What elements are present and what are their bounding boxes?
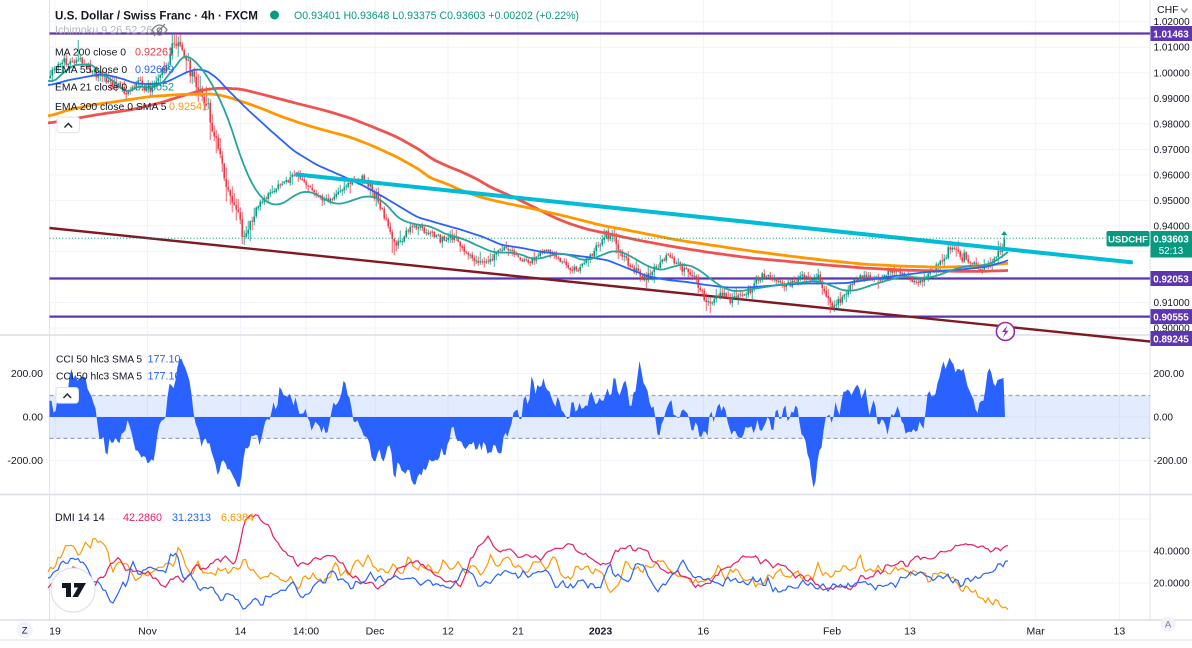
svg-text:19: 19 <box>49 626 61 638</box>
svg-text:2023: 2023 <box>589 626 613 638</box>
svg-text:20.0000: 20.0000 <box>1154 579 1191 590</box>
svg-text:O0.93401 H0.93648 L0.93375 C0.: O0.93401 H0.93648 L0.93375 C0.93603 +0.0… <box>294 10 579 22</box>
svg-text:Dec: Dec <box>366 626 385 638</box>
svg-text:Nov: Nov <box>138 626 157 638</box>
svg-text:6.6384: 6.6384 <box>221 512 254 524</box>
svg-text:0.90555: 0.90555 <box>1153 312 1189 323</box>
svg-text:-200.00: -200.00 <box>7 455 43 467</box>
svg-text:EMA 55 close 0: EMA 55 close 0 <box>55 65 127 76</box>
svg-text:0.99000: 0.99000 <box>1154 94 1191 105</box>
svg-text:CCI 50 hlc3 SMA 5: CCI 50 hlc3 SMA 5 <box>56 355 142 366</box>
svg-text:21: 21 <box>512 626 524 638</box>
svg-text:200.00: 200.00 <box>1154 369 1185 380</box>
svg-text:-200.00: -200.00 <box>1154 456 1188 467</box>
svg-text:52:13: 52:13 <box>1159 246 1184 257</box>
svg-text:0.94000: 0.94000 <box>1154 221 1191 232</box>
svg-text:177.10: 177.10 <box>148 371 181 383</box>
svg-text:40.0000: 40.0000 <box>1154 547 1191 558</box>
svg-text:A: A <box>1165 619 1172 630</box>
svg-text:0.00: 0.00 <box>1154 413 1174 424</box>
svg-text:EMA 21 close 0: EMA 21 close 0 <box>55 83 127 94</box>
svg-text:13: 13 <box>1114 626 1126 638</box>
svg-text:0.98000: 0.98000 <box>1154 119 1191 130</box>
svg-text:14: 14 <box>235 626 247 638</box>
svg-text:1.01000: 1.01000 <box>1154 43 1191 54</box>
svg-text:0.92541: 0.92541 <box>169 101 208 113</box>
svg-text:1.01463: 1.01463 <box>1153 29 1189 40</box>
svg-text:0.95000: 0.95000 <box>1154 196 1191 207</box>
svg-text:13: 13 <box>904 626 916 638</box>
svg-text:DMI 14 14: DMI 14 14 <box>55 512 105 524</box>
svg-text:Z: Z <box>22 625 28 636</box>
svg-text:Ichimoku 9 26 52 26: Ichimoku 9 26 52 26 <box>55 25 152 37</box>
svg-text:0.89245: 0.89245 <box>1153 334 1189 345</box>
svg-text:CHF: CHF <box>1157 4 1179 16</box>
svg-text:200.00: 200.00 <box>11 368 43 380</box>
svg-text:0.92699: 0.92699 <box>135 64 174 76</box>
svg-text:0.92261: 0.92261 <box>135 47 174 59</box>
svg-text:USDCHF: USDCHF <box>1108 235 1148 246</box>
svg-text:0.91000: 0.91000 <box>1154 298 1191 309</box>
svg-text:Mar: Mar <box>1027 626 1046 638</box>
svg-text:Feb: Feb <box>823 626 841 638</box>
svg-text:MA 200 close 0: MA 200 close 0 <box>55 48 126 59</box>
svg-text:0.93052: 0.93052 <box>135 82 174 94</box>
svg-text:42.2860: 42.2860 <box>123 512 162 524</box>
svg-text:0.96000: 0.96000 <box>1154 170 1191 181</box>
svg-text:CCI 50 hlc3 SMA 5: CCI 50 hlc3 SMA 5 <box>56 372 142 383</box>
svg-text:0.92053: 0.92053 <box>1153 274 1189 285</box>
svg-text:U.S. Dollar / Swiss Franc · 4h: U.S. Dollar / Swiss Franc · 4h · FXCM <box>55 10 258 23</box>
svg-text:0.00: 0.00 <box>23 412 44 424</box>
svg-text:0.97000: 0.97000 <box>1154 145 1191 156</box>
svg-text:12: 12 <box>442 626 454 638</box>
svg-text:1.00000: 1.00000 <box>1154 68 1191 79</box>
svg-text:0.93603: 0.93603 <box>1153 235 1189 246</box>
svg-text:31.2313: 31.2313 <box>172 512 211 524</box>
svg-text:177.10: 177.10 <box>148 354 181 366</box>
svg-text:14:00: 14:00 <box>293 626 319 638</box>
svg-text:16: 16 <box>698 626 710 638</box>
svg-text:EMA 200 close 0 SMA 5: EMA 200 close 0 SMA 5 <box>55 102 167 113</box>
